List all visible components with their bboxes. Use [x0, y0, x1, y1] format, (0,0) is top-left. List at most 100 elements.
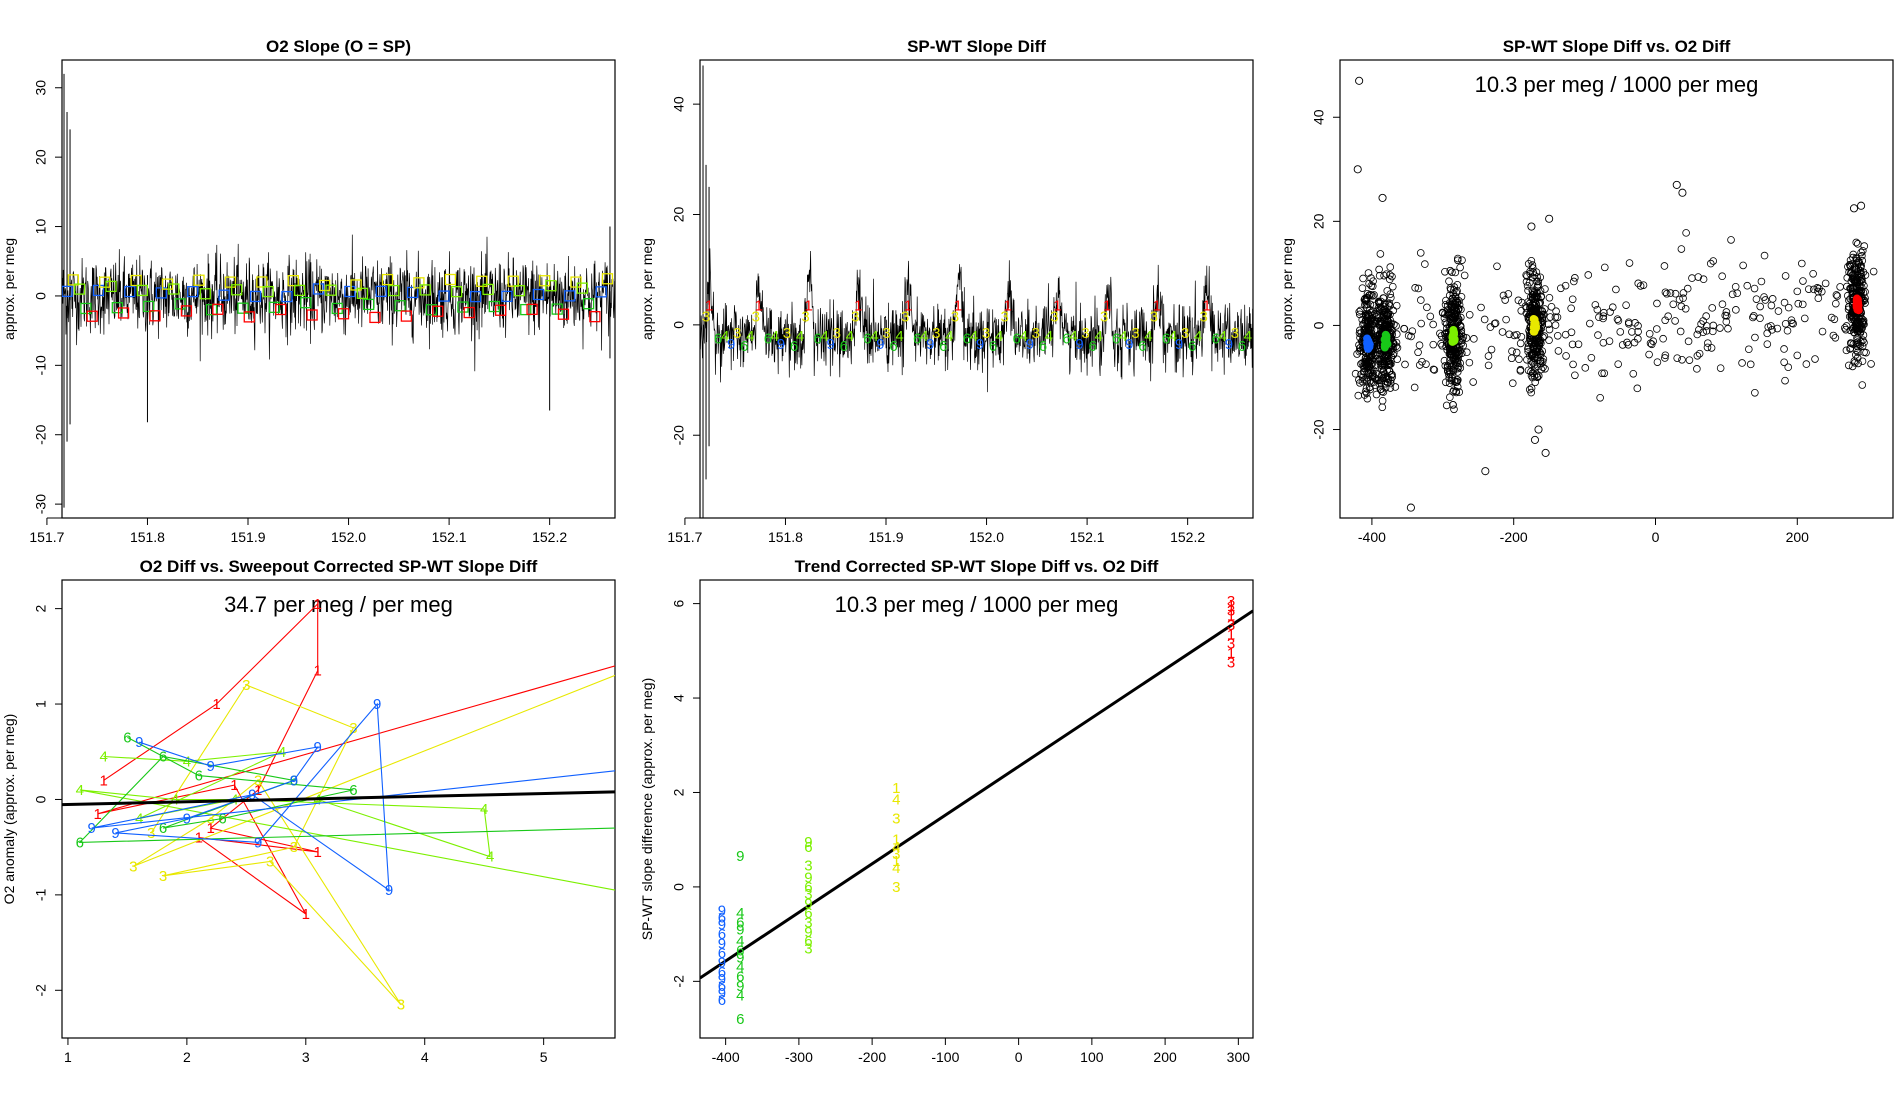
- cycle-label: 9: [1026, 336, 1034, 353]
- scatter-point: [1451, 303, 1459, 312]
- y-tick-label: -2: [671, 975, 687, 988]
- square-marker: [243, 311, 255, 323]
- scatter-point: [1682, 229, 1690, 237]
- square-marker: [193, 274, 205, 286]
- cycle-label: 1: [954, 298, 962, 315]
- point-label: 6: [76, 834, 84, 851]
- scatter-point: [1661, 351, 1670, 360]
- square-marker: [187, 286, 199, 298]
- y-tick-label: 2: [33, 605, 49, 613]
- scatter-point: [1844, 305, 1853, 314]
- panel-spwt-slope-diff: SP-WT Slope Diff 151.7 151.8 151.9 152.0 152.…: [639, 37, 1254, 545]
- series-line: [62, 234, 615, 372]
- scatter-point: [1375, 271, 1384, 280]
- square-marker: [425, 304, 438, 316]
- cycle-label: 6: [889, 338, 897, 355]
- scatter-point: [1386, 263, 1395, 271]
- scatter-point: [1378, 304, 1386, 312]
- scatter-point: [1456, 346, 1464, 355]
- scatter-point: [1387, 293, 1395, 302]
- scatter-point: [1388, 373, 1396, 381]
- scatter-point: [1532, 277, 1541, 286]
- point-label: 9: [254, 834, 262, 851]
- scatter-point: [1513, 330, 1521, 339]
- scatter-point: [1756, 314, 1764, 323]
- group-point-label: 1: [1227, 607, 1235, 624]
- square-marker: [312, 283, 325, 295]
- scatter-point: [1448, 370, 1457, 379]
- scatter-point: [1384, 361, 1393, 369]
- cycle-label: 3: [1000, 309, 1008, 326]
- scatter-point: [1852, 238, 1861, 247]
- square-marker: [130, 274, 142, 287]
- scatter-point: [1634, 335, 1642, 343]
- square-marker: [476, 275, 488, 287]
- square-marker: [155, 287, 167, 299]
- cycle-label: 3: [702, 309, 710, 326]
- scatter-point: [1417, 296, 1425, 304]
- scatter-point: [1745, 345, 1753, 354]
- point-label: 4: [135, 811, 143, 828]
- square-marker: [99, 276, 111, 288]
- scatter-point: [1781, 319, 1790, 328]
- scatter-point: [1842, 346, 1851, 355]
- y-tick-label: 0: [1311, 321, 1327, 329]
- square-marker: [545, 280, 557, 292]
- cycle-label: 6: [764, 331, 772, 348]
- point-label: 1: [314, 596, 322, 613]
- scatter-point: [1437, 339, 1445, 348]
- point-label: 1: [99, 772, 107, 789]
- scatter-point: [1369, 277, 1377, 285]
- scatter-outlier: [1534, 425, 1543, 434]
- group-point-label: 3: [1227, 617, 1235, 634]
- scatter-point: [1477, 303, 1485, 312]
- scatter-point: [1831, 299, 1840, 308]
- group-point-label: 6: [736, 1011, 744, 1028]
- y-tick-label: 20: [1311, 213, 1327, 229]
- y-tick-label: 0: [33, 292, 49, 300]
- scatter-outlier: [1678, 188, 1687, 197]
- scatter-point: [1727, 236, 1735, 244]
- scatter-point: [1358, 377, 1367, 386]
- scatter-point: [1355, 310, 1364, 319]
- square-marker: [570, 276, 582, 288]
- scatter-point: [1504, 290, 1513, 298]
- scatter-point: [1375, 380, 1384, 388]
- scatter-point: [1783, 326, 1792, 335]
- scatter-point: [1551, 321, 1560, 329]
- scatter-point: [1767, 301, 1776, 310]
- scatter-point: [1688, 274, 1696, 282]
- cycle-label: 4: [721, 328, 729, 345]
- scatter-point: [1841, 325, 1850, 334]
- scatter-point: [1581, 364, 1590, 372]
- scatter-point: [1393, 343, 1402, 352]
- scatter-point: [1568, 340, 1577, 349]
- scatter-point: [1600, 308, 1608, 317]
- cycle-label: 1: [1203, 298, 1211, 315]
- scatter-point: [1858, 342, 1867, 351]
- scatter-point: [1799, 277, 1807, 285]
- scatter-point: [1695, 325, 1703, 334]
- scatter-point: [1773, 324, 1782, 333]
- scatter-point: [1752, 295, 1761, 303]
- group-point-label: 6: [804, 839, 812, 856]
- scatter-point: [1375, 265, 1383, 274]
- cycle-label: 9: [1175, 336, 1183, 353]
- y-tick-label: -20: [1311, 419, 1327, 439]
- scatter-point: [1527, 357, 1536, 365]
- scatter-point: [1599, 314, 1607, 323]
- scatter-point: [1487, 345, 1496, 354]
- scatter-point: [1361, 354, 1370, 362]
- scatter-point: [1633, 384, 1642, 393]
- group-point-label: 6: [718, 978, 726, 995]
- scatter-point: [1469, 378, 1477, 386]
- cycle-label: 9: [1075, 336, 1083, 353]
- scatter-point: [1738, 359, 1746, 367]
- scatter-point: [1517, 332, 1526, 341]
- scatter-point: [1365, 358, 1374, 367]
- x-tick-label: 300: [1227, 1049, 1251, 1065]
- scatter-point: [1516, 339, 1525, 348]
- cycle-label: 6: [939, 338, 947, 355]
- group-point-label: 6: [718, 926, 726, 943]
- scatter-point: [1613, 315, 1622, 323]
